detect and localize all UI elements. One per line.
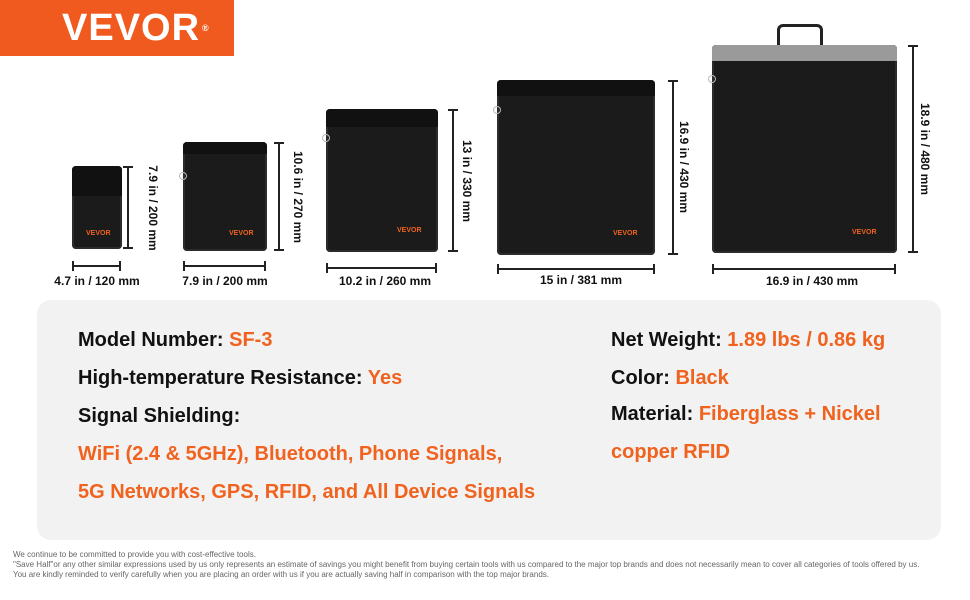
logo-text: VEVOR — [62, 6, 201, 49]
spec-weight: Net Weight: 1.89 lbs / 0.86 kg — [611, 329, 885, 352]
spec-material: Material: Fiberglass + Nickel — [611, 403, 881, 426]
width-dimension-line — [497, 264, 655, 274]
bag-brand: VEVOR — [86, 230, 111, 237]
spec-value: Yes — [367, 367, 403, 389]
spec-color: Color: Black — [611, 367, 729, 390]
height-dimension-line — [448, 109, 458, 252]
height-dimension-line — [668, 80, 678, 255]
bag-height-label: 13 in / 330 mm — [460, 139, 474, 223]
spec-value: Black — [675, 367, 729, 389]
spec-temperature: High-temperature Resistance: Yes — [78, 367, 402, 390]
bag-extra-large: VEVOR — [708, 45, 897, 253]
bag-height-label: 10.6 in / 270 mm — [291, 150, 305, 244]
width-dimension-line — [712, 264, 896, 274]
width-dimension-line — [326, 263, 437, 273]
bag-height-label: 18.9 in / 480 mm — [918, 102, 932, 196]
bag-brand: VEVOR — [397, 227, 422, 234]
spec-label: Model Number: — [78, 329, 230, 351]
bag-width-label: 16.9 in / 430 mm — [765, 274, 859, 288]
spec-panel — [37, 300, 941, 540]
bag-width-label: 7.9 in / 200 mm — [182, 274, 268, 288]
spec-material-line2: copper RFID — [611, 441, 730, 463]
spec-value: Fiberglass + Nickel — [698, 403, 881, 425]
bag-medium-small: VEVOR — [179, 142, 267, 251]
height-dimension-line — [123, 166, 133, 249]
spec-label: Color: — [611, 367, 676, 389]
spec-model: Model Number: SF-3 — [78, 329, 272, 352]
bag-width-label: 15 in / 381 mm — [539, 273, 623, 287]
spec-value: 1.89 lbs / 0.86 kg — [727, 329, 886, 351]
bag-width-label: 10.2 in / 260 mm — [338, 274, 432, 288]
disclaimer-line: "Save Half"or any other similar expressi… — [13, 560, 920, 569]
bag-height-label: 16.9 in / 430 mm — [677, 120, 691, 214]
bag-medium: VEVOR — [322, 109, 438, 252]
bag-brand: VEVOR — [229, 230, 254, 237]
height-dimension-line — [274, 142, 284, 251]
spec-signal-label: Signal Shielding: — [78, 405, 241, 427]
vevor-logo: VEVOR ® — [0, 0, 234, 56]
disclaimer-line: You are kindly reminded to verify carefu… — [13, 570, 549, 579]
bag-small: VEVOR — [72, 166, 122, 249]
spec-value: SF-3 — [229, 329, 273, 351]
spec-label: Material: — [611, 403, 699, 425]
bag-brand: VEVOR — [852, 229, 877, 236]
bag-brand: VEVOR — [613, 230, 638, 237]
width-dimension-line — [72, 261, 121, 271]
bag-width-label: 4.7 in / 120 mm — [54, 274, 140, 288]
registered-mark: ® — [202, 23, 210, 33]
bag-large: VEVOR — [493, 80, 655, 255]
bag-handle — [777, 24, 823, 48]
disclaimer-line: We continue to be committed to provide y… — [13, 550, 256, 559]
height-dimension-line — [908, 45, 918, 253]
width-dimension-line — [183, 261, 266, 271]
disclaimer: We continue to be committed to provide y… — [13, 550, 958, 580]
spec-label: Net Weight: — [611, 329, 728, 351]
spec-signal-line2: 5G Networks, GPS, RFID, and All Device S… — [78, 481, 536, 503]
spec-signal-line1: WiFi (2.4 & 5GHz), Bluetooth, Phone Sign… — [78, 443, 503, 465]
spec-label: High-temperature Resistance: — [78, 367, 368, 389]
bag-height-label: 7.9 in / 200 mm — [146, 165, 160, 251]
